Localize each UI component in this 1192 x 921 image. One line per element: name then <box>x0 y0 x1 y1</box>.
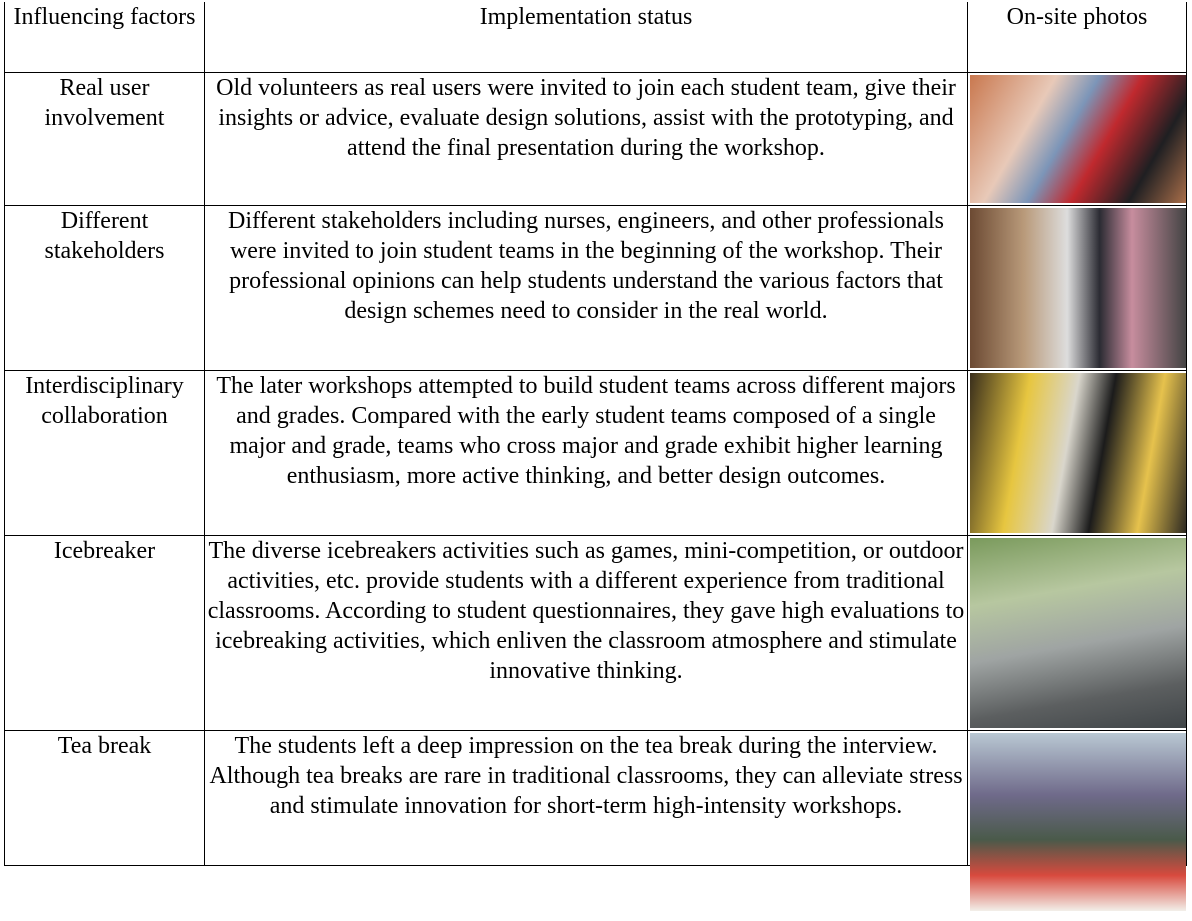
photo-cell <box>967 369 1187 536</box>
status-cell: Different stakeholders including nurses,… <box>204 204 968 371</box>
status-cell: The students left a deep impression on t… <box>204 729 968 866</box>
table-body: Real user involvement Old volunteers as r… <box>4 71 1187 911</box>
factors-table: Influencing factors Implementation statu… <box>4 2 1187 911</box>
photo <box>970 207 1186 368</box>
photo-cell <box>967 729 1187 911</box>
photo <box>970 732 1186 911</box>
photo-cell <box>967 71 1187 206</box>
factor-cell: Different stakeholders <box>4 204 205 371</box>
status-cell: Old volunteers as real users were invite… <box>204 71 968 206</box>
status-cell: The later workshops attempted to build s… <box>204 369 968 536</box>
factor-cell: Interdisciplinary collaboration <box>4 369 205 536</box>
factor-cell: Icebreaker <box>4 534 205 731</box>
table-row: Tea break The students left a deep impres… <box>4 729 1187 911</box>
photo-cell <box>967 204 1187 371</box>
table-row: Real user involvement Old volunteers as r… <box>4 71 1187 206</box>
header-row: Influencing factors Implementation statu… <box>4 2 1187 73</box>
photo-cell <box>967 534 1187 731</box>
photo <box>970 537 1186 728</box>
table-row: Icebreaker The diverse icebreakers activi… <box>4 534 1187 731</box>
header-cell: Influencing factors <box>4 2 205 73</box>
factor-cell: Real user involvement <box>4 71 205 206</box>
table-row: Interdisciplinary collaboration The later… <box>4 369 1187 536</box>
photo <box>970 74 1186 203</box>
status-cell: The diverse icebreakers activities such … <box>204 534 968 731</box>
header-cell: On-site photos <box>967 2 1187 73</box>
photo <box>970 372 1186 533</box>
header-cell: Implementation status <box>204 2 968 73</box>
factor-cell: Tea break <box>4 729 205 866</box>
table-row: Different stakeholders Different stakehol… <box>4 204 1187 371</box>
